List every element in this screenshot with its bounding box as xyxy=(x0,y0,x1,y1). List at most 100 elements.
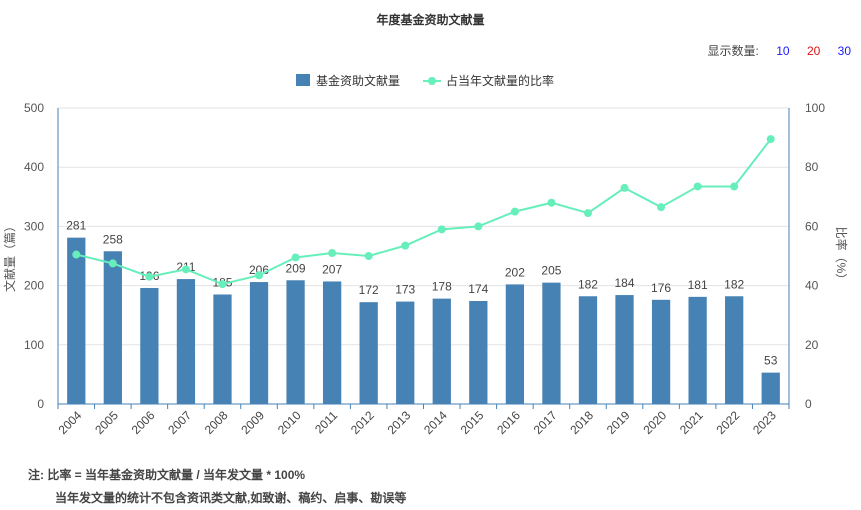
ratio-point xyxy=(291,253,300,262)
display-count-option-20[interactable]: 20 xyxy=(806,44,821,58)
display-count-option-10[interactable]: 10 xyxy=(776,44,790,58)
ratio-point xyxy=(730,182,739,191)
legend-line-label: 占当年文献量的比率 xyxy=(446,73,554,88)
bar-value-label: 281 xyxy=(66,219,86,233)
y-axis-title-right: 比率（%） xyxy=(834,227,849,286)
note-ratio-formula: 注: 比率 = 当年基金资助文献量 / 当年发文量 * 100% xyxy=(28,468,306,482)
y-tick-label-left: 400 xyxy=(24,160,44,174)
x-tick-label: 2016 xyxy=(494,408,523,437)
ratio-point xyxy=(766,135,775,144)
bar xyxy=(651,299,671,404)
bar-value-label: 182 xyxy=(578,277,598,291)
x-tick-label: 2008 xyxy=(202,408,231,437)
x-tick-label: 2017 xyxy=(531,408,560,437)
ratio-point xyxy=(145,272,154,281)
x-tick-label: 2022 xyxy=(714,408,743,437)
bar xyxy=(249,282,269,404)
ratio-point xyxy=(401,241,410,250)
ratio-point xyxy=(218,280,227,289)
y-tick-label-left: 0 xyxy=(37,397,44,411)
y-tick-label-left: 100 xyxy=(24,338,44,352)
ratio-point xyxy=(693,182,702,191)
y-tick-label-left: 200 xyxy=(24,279,44,293)
x-tick-label: 2005 xyxy=(92,408,121,437)
chart-title: 年度基金资助文献量 xyxy=(376,13,485,27)
bar xyxy=(542,282,561,404)
x-tick-label: 2023 xyxy=(750,408,779,437)
x-tick-label: 2013 xyxy=(385,408,414,437)
ratio-point xyxy=(437,225,446,234)
bar xyxy=(322,281,342,404)
bar xyxy=(359,302,378,404)
ratio-point xyxy=(255,271,264,280)
ratio-point xyxy=(108,259,117,268)
bar xyxy=(286,280,305,404)
x-tick-label: 2012 xyxy=(348,408,377,437)
bar-value-label: 207 xyxy=(322,262,342,276)
note-exclusion: 当年发文量的统计不包含资讯类文献,如致谢、稿约、启事、勘误等 xyxy=(55,491,407,505)
bar xyxy=(140,287,159,404)
x-tick-label: 2019 xyxy=(604,408,633,437)
bar-value-label: 181 xyxy=(688,278,708,292)
bar-value-label: 178 xyxy=(432,280,452,294)
ratio-point xyxy=(547,198,556,207)
y-tick-label-left: 500 xyxy=(24,101,44,115)
y-tick-label-right: 100 xyxy=(805,101,825,115)
y-tick-label-left: 300 xyxy=(24,219,44,233)
bar xyxy=(213,294,232,404)
bar-value-label: 172 xyxy=(359,283,379,297)
bar xyxy=(615,295,634,404)
ratio-point xyxy=(657,203,666,212)
x-tick-label: 2009 xyxy=(238,408,267,437)
legend-line-marker xyxy=(428,77,436,85)
bar xyxy=(396,301,415,404)
display-count-selector: 显示数量: 10 20 30 xyxy=(708,42,851,59)
bar-value-label: 182 xyxy=(724,277,744,291)
ratio-point xyxy=(510,207,519,216)
bar xyxy=(432,298,451,404)
ratio-point xyxy=(583,209,592,218)
x-tick-label: 2006 xyxy=(129,408,158,437)
x-tick-label: 2011 xyxy=(312,408,340,436)
y-tick-label-right: 80 xyxy=(805,160,819,174)
bar-value-label: 184 xyxy=(615,276,635,290)
display-count-option-30[interactable]: 30 xyxy=(837,44,851,58)
x-tick-label: 2018 xyxy=(567,408,596,437)
ratio-point xyxy=(474,222,483,231)
legend-bar-swatch xyxy=(296,74,310,86)
bar xyxy=(505,284,525,404)
y-tick-label-right: 60 xyxy=(805,219,819,233)
bar xyxy=(176,279,196,404)
bar xyxy=(688,296,707,404)
ratio-point xyxy=(620,183,629,192)
bar xyxy=(103,251,122,404)
ratio-point xyxy=(181,265,190,274)
y-tick-label-right: 40 xyxy=(805,279,819,293)
x-tick-label: 2007 xyxy=(165,408,194,437)
x-tick-label: 2015 xyxy=(458,408,487,437)
x-tick-label: 2014 xyxy=(421,408,450,437)
y-tick-label-right: 0 xyxy=(805,397,812,411)
bar-value-label: 258 xyxy=(103,232,123,246)
bar-value-label: 53 xyxy=(764,354,778,368)
y-axis-title-left: 文献量（篇） xyxy=(2,220,17,292)
bar-value-label: 205 xyxy=(541,264,561,278)
bar xyxy=(725,296,744,404)
x-tick-label: 2010 xyxy=(275,408,304,437)
ratio-point xyxy=(328,249,337,258)
ratio-line xyxy=(76,138,772,286)
x-tick-label: 2004 xyxy=(56,408,85,437)
bar xyxy=(761,372,780,404)
ratio-point xyxy=(364,252,373,260)
bar-value-label: 174 xyxy=(468,282,488,296)
ratio-point xyxy=(72,250,81,259)
bar-value-label: 209 xyxy=(286,261,306,275)
x-tick-label: 2020 xyxy=(640,408,669,437)
bar xyxy=(469,300,488,404)
display-count-label: 显示数量: xyxy=(707,44,759,58)
y-tick-label-right: 20 xyxy=(805,338,819,352)
bar-value-label: 202 xyxy=(505,265,525,279)
bar xyxy=(578,296,598,404)
bar-value-label: 176 xyxy=(651,281,671,295)
